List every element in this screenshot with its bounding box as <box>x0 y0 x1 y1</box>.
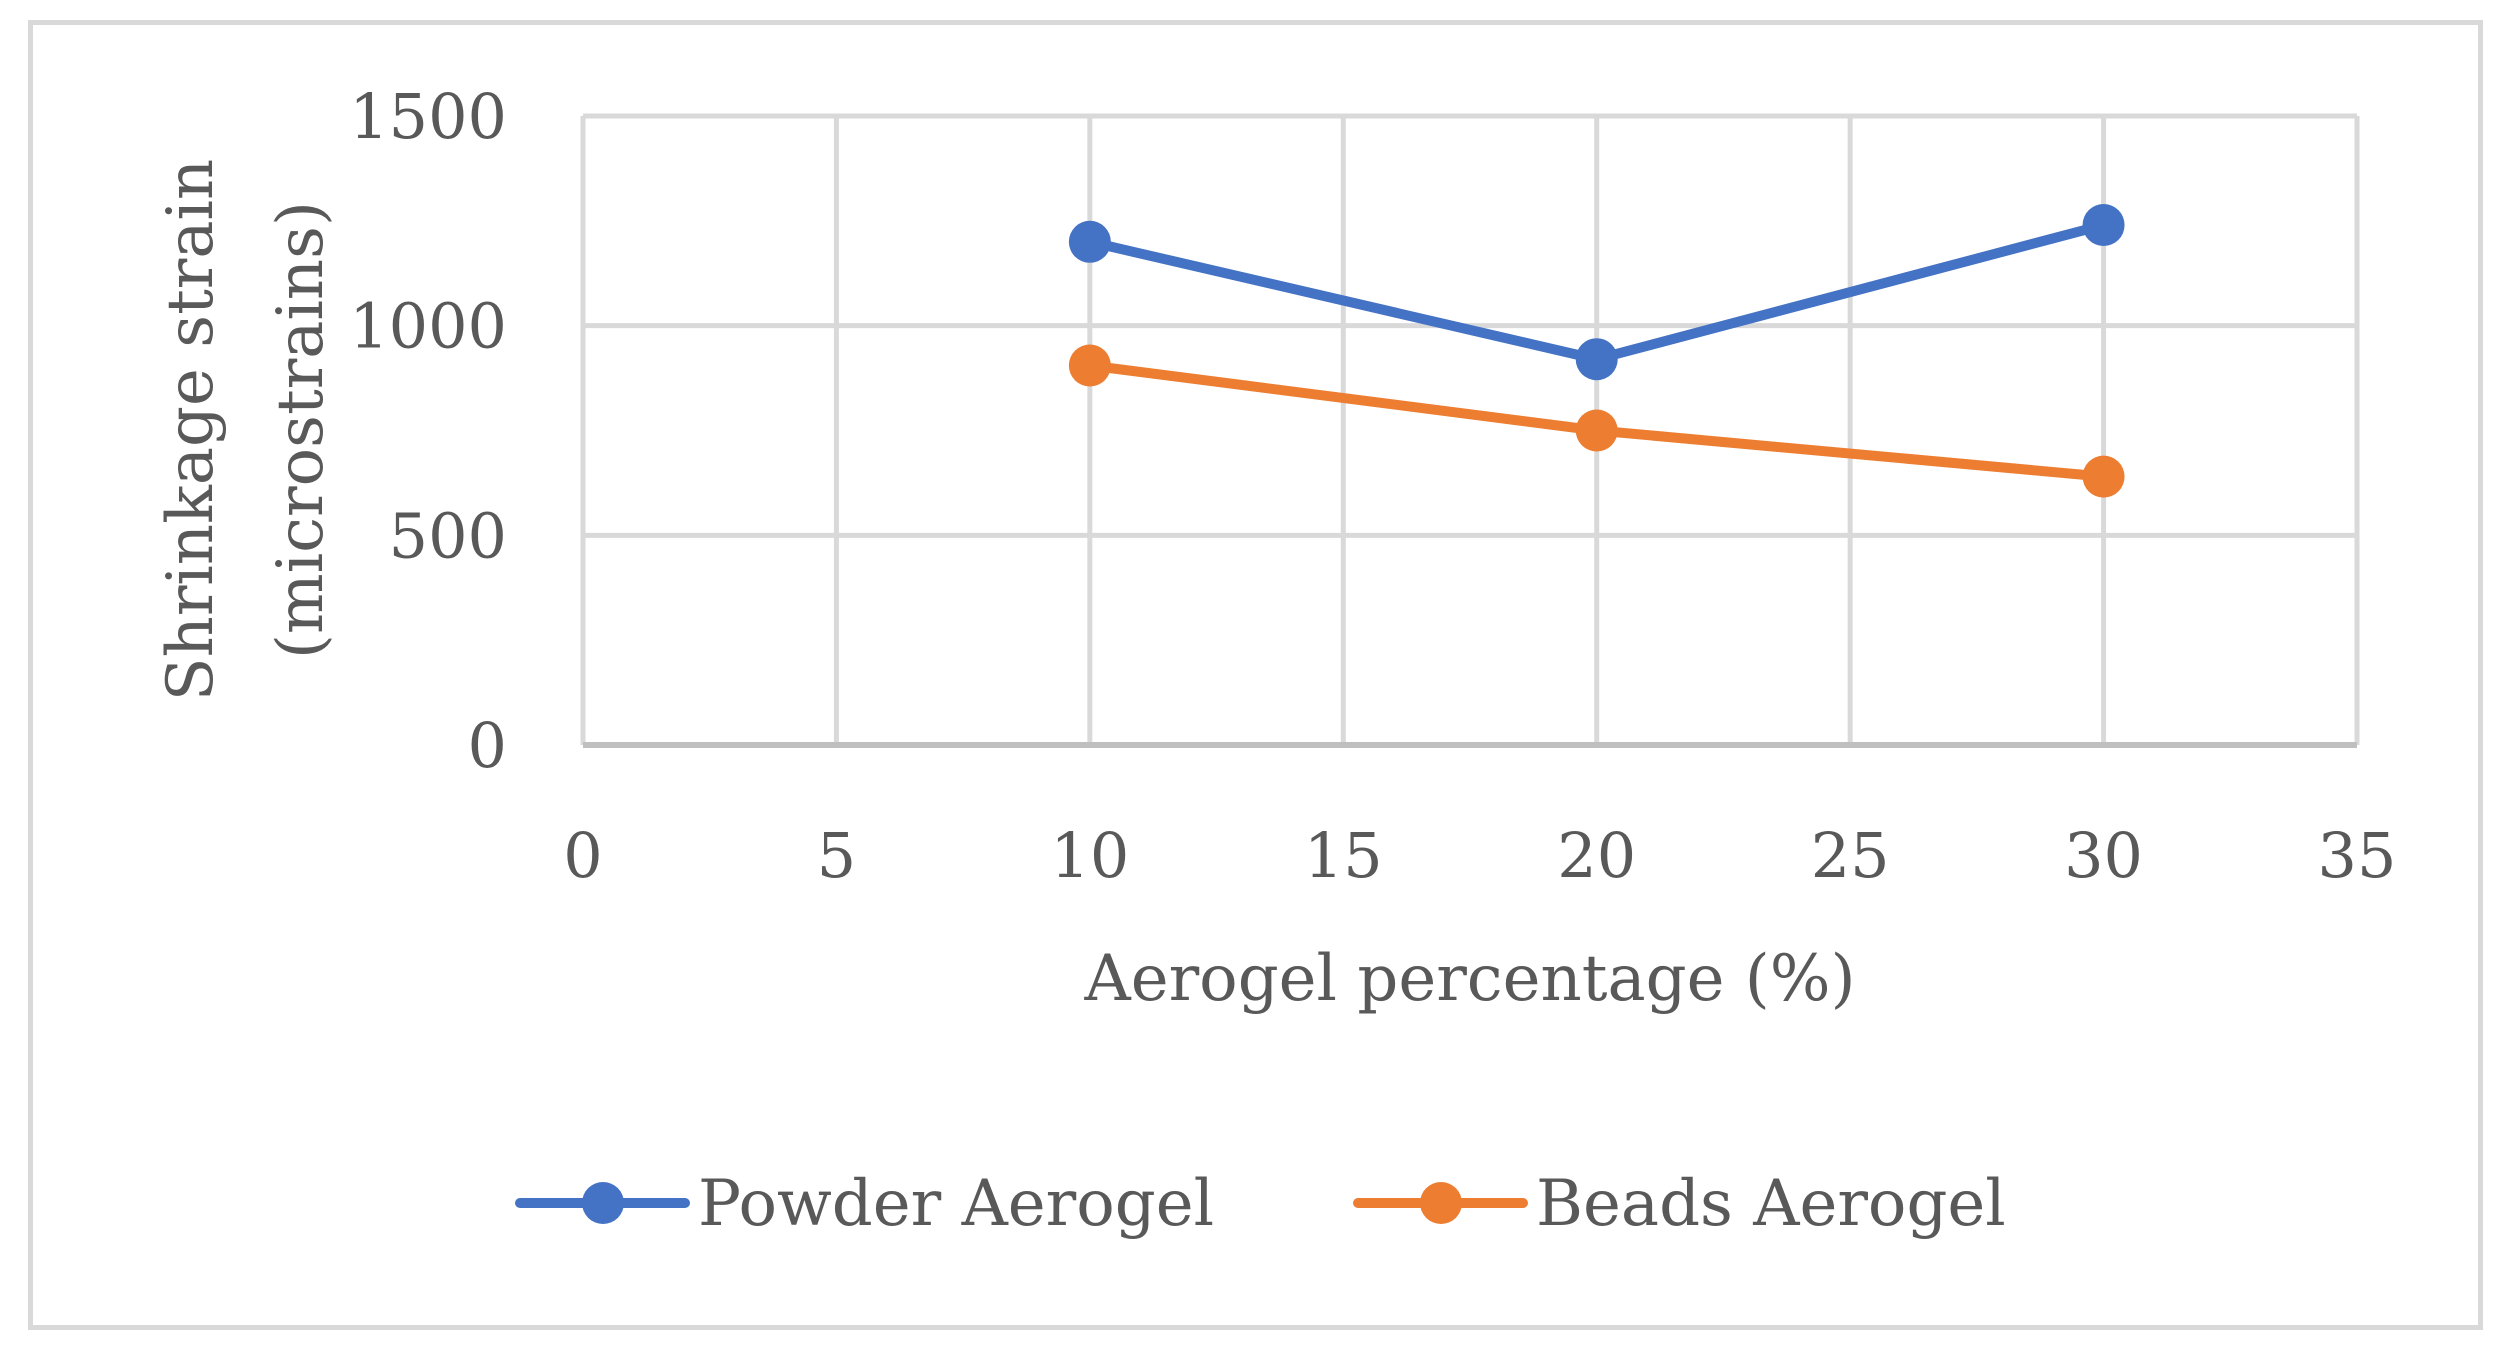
beads-aerogel-point-10 <box>1068 344 1111 387</box>
x-tick-label-35: 35 <box>2318 819 2397 892</box>
powder-aerogel-point-10 <box>1068 220 1111 263</box>
x-tick-label-10: 10 <box>1050 819 1129 892</box>
axis-layer: 0 500 1000 1500 0 5 10 15 20 25 30 35 <box>349 80 2396 892</box>
x-tick-label-25: 25 <box>1811 819 1890 892</box>
y-tick-label-1500: 1500 <box>349 80 507 153</box>
x-axis-title: Aerogel percentage (%) <box>1083 942 1855 1016</box>
legend-powder-aerogel-label: Powder Aerogel <box>698 1167 1214 1241</box>
y-tick-label-0: 0 <box>468 709 507 782</box>
y-tick-label-500: 500 <box>389 499 507 572</box>
legend-beads-aerogel-marker <box>1420 1182 1462 1224</box>
y-axis-title-line-2: (microstrains) <box>264 201 338 659</box>
powder-aerogel-point-20 <box>1575 338 1618 381</box>
x-tick-label-5: 5 <box>817 819 856 892</box>
chart-frame <box>28 20 2483 1330</box>
label-layer: Aerogel percentage (%) Shrinkage strain … <box>154 159 1856 1016</box>
series-layer <box>1068 204 2125 498</box>
legend: Powder Aerogel Beads Aerogel <box>515 1167 2006 1241</box>
beads-aerogel-point-30 <box>2082 455 2125 498</box>
powder-aerogel-point-30 <box>2082 204 2125 247</box>
y-axis-title-line-1: Shrinkage strain <box>154 159 228 701</box>
x-tick-label-30: 30 <box>2064 819 2143 892</box>
legend-beads-aerogel-label: Beads Aerogel <box>1536 1167 2006 1241</box>
beads-aerogel-point-20 <box>1575 409 1618 452</box>
x-tick-label-20: 20 <box>1557 819 1636 892</box>
x-tick-label-15: 15 <box>1304 819 1383 892</box>
legend-powder-aerogel-marker <box>582 1182 624 1224</box>
x-tick-label-0: 0 <box>563 819 602 892</box>
y-tick-label-1000: 1000 <box>349 290 507 363</box>
